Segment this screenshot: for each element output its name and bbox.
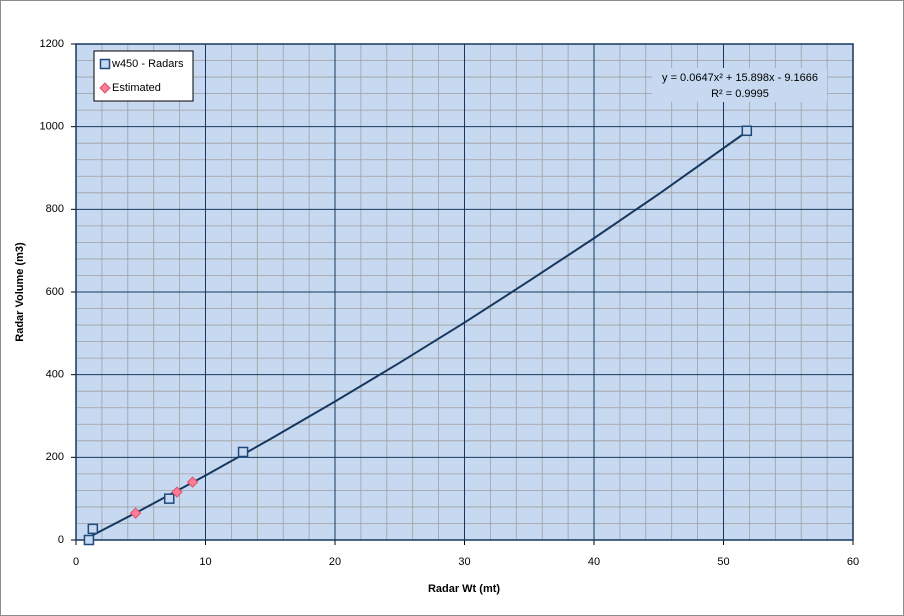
x-axis-title: Radar Wt (mt) bbox=[428, 583, 500, 595]
x-tick-label: 40 bbox=[588, 556, 600, 568]
marker-square bbox=[99, 58, 111, 70]
marker-square bbox=[237, 446, 249, 458]
marker-square bbox=[83, 534, 95, 546]
x-tick-label: 0 bbox=[73, 556, 79, 568]
legend-box bbox=[93, 50, 194, 102]
y-tick-label: 800 bbox=[46, 203, 64, 215]
x-tick-label: 10 bbox=[199, 556, 211, 568]
y-tick-label: 400 bbox=[46, 369, 64, 381]
y-tick-label: 600 bbox=[46, 286, 64, 298]
trendline-r2: R² = 0.9995 bbox=[711, 88, 769, 100]
marker-diamond bbox=[99, 82, 111, 94]
marker-square bbox=[87, 523, 99, 535]
legend-label: w450 - Radars bbox=[111, 58, 184, 70]
marker-diamond bbox=[171, 486, 183, 498]
equation-box bbox=[652, 68, 827, 102]
trendline bbox=[88, 130, 748, 538]
y-tick-label: 1200 bbox=[40, 38, 64, 50]
y-tick-label: 0 bbox=[58, 534, 64, 546]
x-tick-label: 50 bbox=[717, 556, 729, 568]
marker-square bbox=[741, 125, 753, 137]
marker-diamond bbox=[186, 476, 199, 488]
marker-diamond bbox=[129, 507, 142, 519]
y-axis-title: Radar Volume (m3) bbox=[14, 242, 26, 342]
x-tick-label: 60 bbox=[847, 556, 859, 568]
legend-label: Estimated bbox=[112, 82, 161, 94]
trendline-equation: y = 0.0647x² + 15.898x - 9.1666 bbox=[662, 72, 818, 84]
y-tick-label: 1000 bbox=[40, 121, 64, 133]
plot-border bbox=[75, 43, 854, 541]
marker-square bbox=[163, 493, 175, 504]
x-tick-label: 20 bbox=[329, 556, 341, 568]
x-tick-label: 30 bbox=[458, 556, 470, 568]
y-tick-label: 200 bbox=[46, 451, 64, 463]
